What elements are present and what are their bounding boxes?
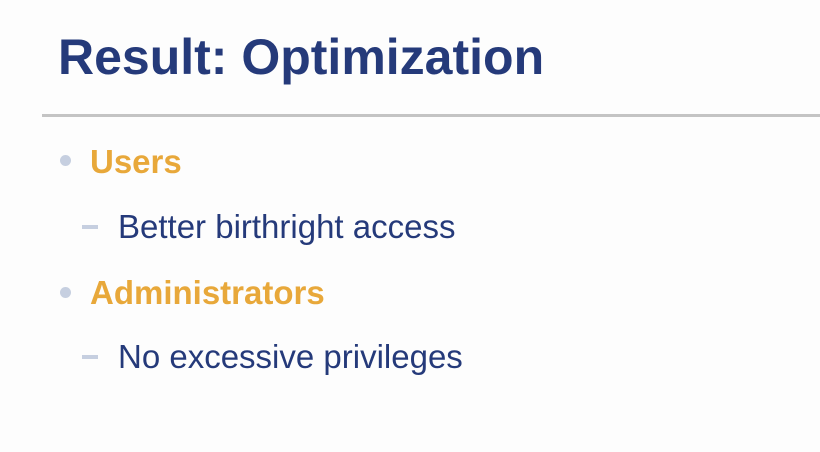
bullet-heading-users: Users: [90, 143, 182, 180]
bullet-dot-icon: [60, 155, 71, 166]
title-divider: [42, 114, 820, 117]
slide-title: Result: Optimization: [58, 29, 545, 85]
sub-bullet-excessive-privileges: No excessive privileges: [118, 338, 463, 375]
sub-bullet-dash-icon: [82, 355, 98, 359]
sub-bullet-birthright-access: Better birthright access: [118, 208, 456, 245]
sub-bullet-dash-icon: [82, 225, 98, 229]
bullet-heading-administrators: Administrators: [90, 274, 325, 311]
bullet-dot-icon: [60, 287, 71, 298]
